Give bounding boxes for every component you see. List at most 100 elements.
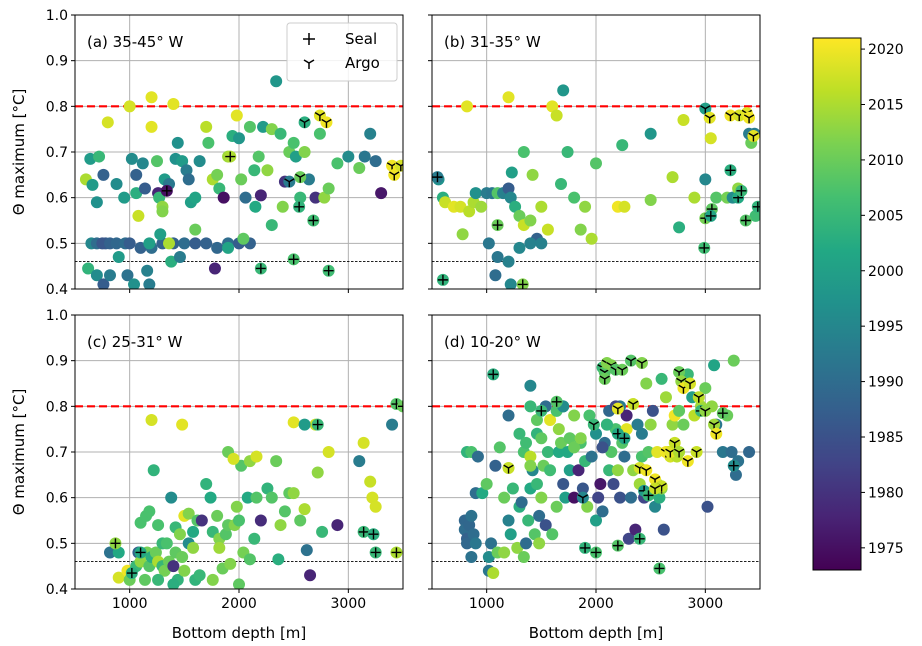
y-axis-label: Θ maximum [°C] <box>10 389 28 516</box>
data-point <box>581 500 594 513</box>
data-point <box>213 541 226 554</box>
data-point <box>152 519 165 532</box>
data-point <box>524 400 537 413</box>
argo-marker <box>599 375 610 385</box>
data-point <box>585 450 598 463</box>
colorbar-tick-label: 2010 <box>868 153 904 169</box>
data-point <box>298 503 311 516</box>
data-point <box>502 514 515 527</box>
seal-marker <box>370 547 381 558</box>
data-point <box>574 223 587 236</box>
data-point <box>278 505 291 518</box>
data-point <box>309 191 322 204</box>
data-point <box>230 500 243 513</box>
data-point <box>173 528 186 541</box>
data-point <box>585 232 598 245</box>
data-point <box>646 404 659 417</box>
data-point <box>576 482 589 495</box>
data-point <box>568 491 581 504</box>
data-point <box>550 500 563 513</box>
data-point <box>517 551 530 564</box>
data-point <box>180 164 193 177</box>
data-point <box>603 464 616 477</box>
data-point <box>502 182 515 195</box>
data-point <box>539 519 552 532</box>
data-point <box>143 237 156 250</box>
data-point <box>491 251 504 264</box>
data-point <box>482 237 495 250</box>
data-point <box>248 164 261 177</box>
seal-marker <box>126 568 137 579</box>
data-point <box>82 262 95 275</box>
data-point <box>200 237 213 250</box>
panel-b: (b) 31-35° W <box>428 14 761 293</box>
panel-title: (b) 31-35° W <box>444 33 541 51</box>
data-point <box>524 214 537 227</box>
data-point <box>568 441 581 454</box>
data-point <box>132 209 145 222</box>
data-point <box>224 557 237 570</box>
data-point <box>620 409 633 422</box>
data-point <box>274 127 287 140</box>
data-point <box>219 528 232 541</box>
data-point <box>487 567 500 580</box>
y-tick-label: 0.8 <box>46 399 68 415</box>
data-point <box>151 155 163 168</box>
seal-marker <box>517 279 528 289</box>
data-point <box>357 436 370 449</box>
data-point <box>465 551 478 564</box>
data-point <box>535 237 548 250</box>
data-point <box>123 237 136 250</box>
data-point <box>524 459 537 472</box>
seal-marker <box>654 563 665 574</box>
argo-marker <box>682 457 693 467</box>
seal-marker <box>358 526 369 537</box>
data-point <box>364 127 377 140</box>
data-point <box>298 418 311 431</box>
data-point <box>206 573 219 586</box>
data-point <box>563 464 576 477</box>
data-point <box>528 528 541 541</box>
data-points <box>432 84 760 289</box>
data-point <box>187 525 200 538</box>
argo-marker <box>693 393 704 403</box>
data-point <box>677 418 690 431</box>
data-point <box>202 136 215 149</box>
data-point <box>644 127 657 140</box>
data-point <box>517 146 530 158</box>
panel-title: (d) 10-20° W <box>444 333 541 351</box>
data-point <box>485 537 498 550</box>
data-point <box>112 571 125 584</box>
data-point <box>182 173 195 186</box>
seal-marker <box>368 529 379 540</box>
data-point <box>167 560 180 573</box>
seal-marker <box>398 401 403 412</box>
legend: Seal Argo <box>286 22 398 82</box>
x-tick-label: 1000 <box>112 596 148 612</box>
data-point <box>618 450 631 463</box>
data-point <box>677 114 690 127</box>
seal-marker <box>725 165 736 176</box>
data-point <box>596 441 609 454</box>
data-point <box>342 150 355 163</box>
data-point <box>592 491 605 504</box>
data-point <box>322 446 335 458</box>
x-tick-label: 1000 <box>469 596 505 612</box>
seal-marker <box>323 265 334 276</box>
data-point <box>313 127 326 140</box>
data-point <box>699 173 712 186</box>
colorbar-tick-label: 2015 <box>868 98 904 114</box>
data-point <box>358 150 371 163</box>
data-point <box>513 427 526 440</box>
data-point <box>143 278 156 289</box>
data-point <box>250 450 263 463</box>
colorbar-tick-label: 1985 <box>868 430 904 446</box>
y-tick-label: 0.7 <box>46 145 68 161</box>
argo-marker <box>299 118 310 128</box>
data-point <box>233 132 245 145</box>
data-point <box>574 432 587 445</box>
data-point <box>300 544 313 557</box>
data-point <box>524 237 537 250</box>
seal-marker <box>752 201 760 212</box>
seal-marker <box>728 460 739 471</box>
